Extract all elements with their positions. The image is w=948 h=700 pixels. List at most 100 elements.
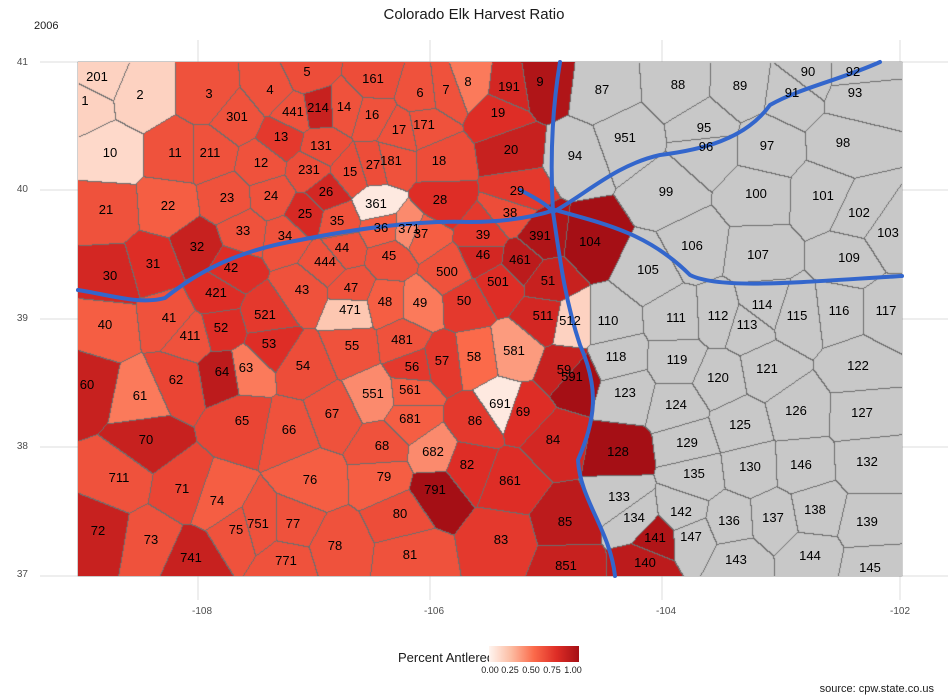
unit-label-30: 30 [103, 268, 117, 283]
unit-label-127: 127 [851, 405, 873, 420]
unit-label-682: 682 [422, 444, 444, 459]
unit-label-9: 9 [536, 74, 543, 89]
unit-label-4: 4 [266, 82, 273, 97]
legend-colorbar [489, 646, 579, 662]
unit-label-511: 511 [533, 308, 554, 323]
unit-label-80: 80 [393, 506, 407, 521]
unit-label-145: 145 [859, 560, 881, 575]
unit-label-100: 100 [745, 186, 767, 201]
unit-label-91: 91 [785, 85, 799, 100]
unit-label-444: 444 [314, 254, 336, 269]
unit-label-99: 99 [659, 184, 673, 199]
unit-label-124: 124 [665, 397, 687, 412]
unit-label-171: 171 [413, 117, 435, 132]
unit-label-62: 62 [169, 372, 183, 387]
unit-label-106: 106 [681, 238, 703, 253]
unit-label-951: 951 [614, 130, 636, 145]
y-tick-38: 38 [16, 441, 28, 452]
unit-label-82: 82 [460, 457, 474, 472]
unit-label-121: 121 [756, 361, 778, 376]
unit-label-72: 72 [91, 523, 105, 538]
unit-label-25: 25 [298, 206, 312, 221]
unit-label-27: 27 [366, 157, 380, 172]
unit-label-85: 85 [558, 514, 572, 529]
unit-label-6: 6 [416, 85, 423, 100]
unit-label-109: 109 [838, 250, 860, 265]
unit-label-60: 60 [80, 377, 94, 392]
unit-label-98: 98 [836, 135, 850, 150]
unit-label-136: 136 [718, 513, 740, 528]
unit-label-851: 851 [555, 558, 577, 573]
highway-2 [551, 60, 882, 214]
unit-label-161: 161 [362, 71, 384, 86]
unit-label-117: 117 [876, 303, 897, 318]
unit-label-128: 128 [607, 444, 629, 459]
unit-label-2: 2 [136, 87, 143, 102]
unit-label-52: 52 [214, 320, 228, 335]
unit-label-481: 481 [391, 332, 413, 347]
unit-label-67: 67 [325, 406, 339, 421]
unit-label-107: 107 [747, 247, 769, 262]
highway-0 [76, 207, 904, 303]
unit-label-21: 21 [99, 202, 113, 217]
unit-label-32: 32 [190, 239, 204, 254]
unit-label-711: 711 [109, 470, 130, 485]
unit-label-118: 118 [606, 349, 627, 364]
unit-cells [78, 62, 902, 576]
unit-label-8: 8 [464, 74, 471, 89]
unit-label-105: 105 [637, 262, 659, 277]
unit-label-96: 96 [699, 139, 713, 154]
unit-label-441: 441 [282, 104, 304, 119]
unit-label-132: 132 [856, 454, 878, 469]
unit-label-61: 61 [133, 388, 147, 403]
unit-label-54: 54 [296, 358, 310, 373]
unit-label-83: 83 [494, 532, 508, 547]
y-tick-41: 41 [16, 57, 28, 68]
unit-label-63: 63 [239, 360, 253, 375]
unit-label-500: 500 [436, 264, 458, 279]
unit-label-138: 138 [804, 502, 826, 517]
unit-label-231: 231 [298, 162, 320, 177]
y-tick-37: 37 [16, 569, 28, 580]
unit-label-5: 5 [303, 64, 310, 79]
unit-label-104: 104 [579, 234, 601, 249]
unit-label-102: 102 [848, 205, 870, 220]
unit-label-133: 133 [608, 489, 630, 504]
unit-label-34: 34 [278, 228, 292, 243]
highways [76, 60, 904, 578]
unit-label-31: 31 [146, 256, 160, 271]
unit-label-44: 44 [335, 240, 349, 255]
legend-tick-50: 0.50 [522, 665, 540, 675]
unit-label-591: 591 [561, 369, 583, 384]
unit-label-123: 123 [614, 385, 636, 400]
unit-label-501: 501 [487, 274, 509, 289]
unit-label-43: 43 [295, 282, 309, 297]
unit-label-39: 39 [476, 227, 490, 242]
unit-label-122: 122 [847, 358, 869, 373]
unit-label-24: 24 [264, 188, 278, 203]
unit-label-50: 50 [457, 293, 471, 308]
unit-label-55: 55 [345, 338, 359, 353]
unit-label-18: 18 [432, 153, 446, 168]
x-tick-104: -104 [655, 606, 676, 617]
unit-label-29: 29 [510, 183, 524, 198]
unit-label-84: 84 [546, 432, 560, 447]
highway-1 [549, 60, 617, 578]
unit-label-66: 66 [282, 422, 296, 437]
unit-label-75: 75 [229, 522, 243, 537]
unit-fill-layer [78, 62, 902, 576]
unit-label-69: 69 [516, 404, 530, 419]
unit-label-28: 28 [433, 192, 447, 207]
unit-label-125: 125 [729, 417, 751, 432]
unit-label-88: 88 [671, 77, 685, 92]
unit-label-38: 38 [503, 205, 517, 220]
unit-label-19: 19 [491, 105, 505, 120]
unit-label-37: 37 [414, 226, 428, 241]
unit-label-551: 551 [362, 386, 384, 401]
unit-label-116: 116 [829, 303, 850, 318]
unit-label-142: 142 [670, 504, 692, 519]
unit-label-86: 86 [468, 413, 482, 428]
unit-label-42: 42 [224, 260, 238, 275]
unit-label-113: 113 [737, 317, 758, 332]
unit-label-74: 74 [210, 493, 224, 508]
